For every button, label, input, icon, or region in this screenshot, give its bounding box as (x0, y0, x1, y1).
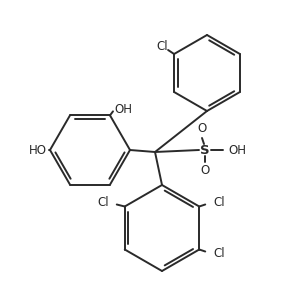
Text: S: S (200, 144, 210, 157)
Text: Cl: Cl (213, 196, 225, 209)
Text: OH: OH (228, 144, 246, 157)
Text: Cl: Cl (97, 196, 109, 209)
Text: Cl: Cl (156, 41, 168, 53)
Text: O: O (200, 164, 210, 177)
Text: O: O (198, 122, 207, 135)
Text: OH: OH (114, 103, 132, 116)
Text: HO: HO (29, 144, 47, 157)
Text: Cl: Cl (213, 247, 225, 260)
